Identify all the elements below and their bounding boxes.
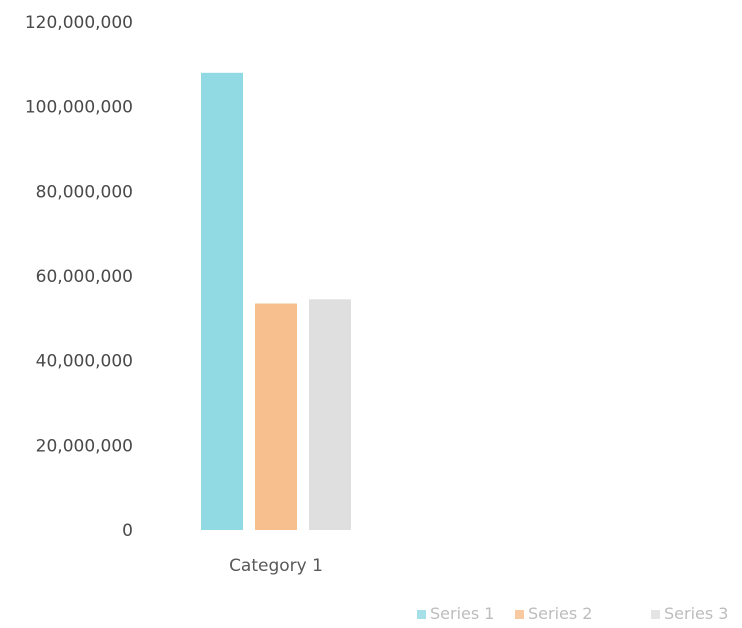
legend-label: Series 1	[430, 604, 494, 623]
y-tick-label: 80,000,000	[36, 182, 133, 202]
y-tick-label: 0	[122, 521, 133, 541]
y-tick-label: 120,000,000	[25, 13, 133, 33]
y-tick-label: 20,000,000	[36, 436, 133, 456]
category-label: Category 1	[229, 556, 323, 576]
bar-series-3	[309, 299, 351, 530]
legend-swatch	[651, 610, 660, 619]
bar-series-1	[201, 72, 243, 531]
legend-swatch	[515, 610, 524, 619]
legend-swatch	[417, 610, 426, 619]
bar-series-2	[255, 303, 297, 530]
legend-label: Series 2	[528, 604, 592, 623]
y-tick-label: 40,000,000	[36, 352, 133, 372]
y-tick-label: 60,000,000	[36, 267, 133, 287]
legend-label: Series 3	[664, 604, 728, 623]
y-tick-label: 100,000,000	[25, 98, 133, 118]
